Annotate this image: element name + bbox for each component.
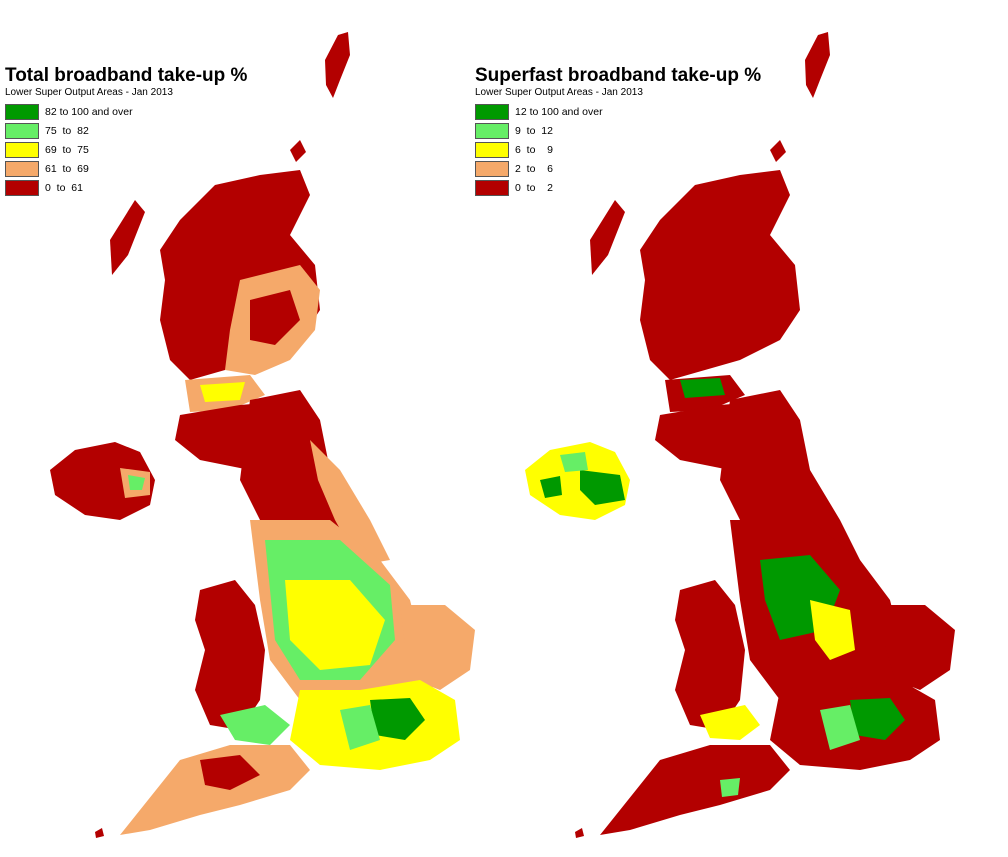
shetland-islands bbox=[325, 32, 350, 98]
south-west bbox=[600, 745, 790, 835]
superfast-broadband-uk-map bbox=[525, 32, 955, 838]
total-broadband-subtitle: Lower Super Output Areas - Jan 2013 bbox=[5, 87, 173, 98]
legend-label: 69 to 75 bbox=[45, 143, 89, 156]
legend-swatch bbox=[5, 103, 39, 120]
south-west-green bbox=[720, 778, 740, 797]
legend-item: 6 to 9 bbox=[475, 140, 761, 159]
legend-swatch bbox=[5, 141, 39, 158]
south-east-green bbox=[820, 705, 860, 750]
ni-green bbox=[580, 470, 625, 505]
scotland-east-red bbox=[250, 290, 300, 345]
total-broadband-legend: Total broadband take-up % Lower Super Ou… bbox=[5, 65, 247, 197]
legend-item: 2 to 6 bbox=[475, 159, 761, 178]
legend-swatch bbox=[475, 179, 509, 196]
london bbox=[370, 698, 425, 740]
south-east-green bbox=[340, 705, 380, 750]
legend-label: 82 to 100 and over bbox=[45, 105, 133, 118]
south-wales-yellow bbox=[700, 705, 760, 740]
superfast-broadband-map-panel: Superfast broadband take-up % Lower Supe… bbox=[470, 0, 1008, 857]
ne-england-orange bbox=[310, 440, 390, 565]
northern-ireland bbox=[50, 442, 155, 520]
total-broadband-uk-map bbox=[50, 32, 475, 838]
legend-label: 0 to 2 bbox=[515, 181, 553, 194]
legend-swatch bbox=[5, 122, 39, 139]
england-yellow bbox=[285, 580, 385, 670]
legend-label: 9 to 12 bbox=[515, 124, 553, 137]
wales bbox=[675, 580, 745, 730]
legend-label: 61 to 69 bbox=[45, 162, 89, 175]
orkney-islands bbox=[770, 140, 786, 162]
legend-swatch bbox=[475, 103, 509, 120]
south-west bbox=[120, 745, 310, 835]
wales bbox=[195, 580, 265, 730]
legend-swatch bbox=[5, 160, 39, 177]
legend-label: 12 to 100 and over bbox=[515, 105, 603, 118]
scotland bbox=[640, 170, 800, 380]
legend-item: 75 to 82 bbox=[5, 121, 247, 140]
legend-label: 6 to 9 bbox=[515, 143, 553, 156]
legend-item: 9 to 12 bbox=[475, 121, 761, 140]
western-isles bbox=[590, 200, 625, 275]
legend-item: 82 to 100 and over bbox=[5, 102, 247, 121]
london bbox=[850, 698, 905, 740]
legend-swatch bbox=[475, 122, 509, 139]
south-west-red bbox=[200, 755, 260, 790]
central-belt-yellow bbox=[200, 382, 245, 402]
superfast-broadband-legend: Superfast broadband take-up % Lower Supe… bbox=[475, 65, 761, 197]
ni-belfast-green bbox=[128, 475, 145, 490]
ni-light bbox=[560, 452, 588, 472]
superfast-broadband-subtitle: Lower Super Output Areas - Jan 2013 bbox=[475, 87, 643, 98]
total-broadband-map-panel: Total broadband take-up % Lower Super Ou… bbox=[5, 32, 475, 838]
orkney-islands bbox=[290, 140, 306, 162]
scilly bbox=[575, 828, 584, 838]
legend-swatch bbox=[5, 179, 39, 196]
legend-label: 0 to 61 bbox=[45, 181, 83, 194]
shetland-islands bbox=[805, 32, 830, 98]
south-wales bbox=[220, 705, 290, 745]
legend-item: 61 to 69 bbox=[5, 159, 247, 178]
legend-item: 0 to 2 bbox=[475, 178, 761, 197]
central-belt-green bbox=[680, 378, 725, 398]
legend-label: 2 to 6 bbox=[515, 162, 553, 175]
ni-green-west bbox=[540, 476, 562, 498]
northern-england bbox=[720, 390, 860, 560]
total-broadband-title: Total broadband take-up % bbox=[5, 65, 248, 86]
legend-item: 12 to 100 and over bbox=[475, 102, 761, 121]
legend-swatch bbox=[475, 160, 509, 177]
western-isles bbox=[110, 200, 145, 275]
east-anglia bbox=[400, 605, 475, 690]
superfast-broadband-title: Superfast broadband take-up % bbox=[475, 65, 762, 86]
legend-label: 75 to 82 bbox=[45, 124, 89, 137]
legend-item: 0 to 61 bbox=[5, 178, 247, 197]
scilly bbox=[95, 828, 104, 838]
legend-swatch bbox=[475, 141, 509, 158]
legend-item: 69 to 75 bbox=[5, 140, 247, 159]
east-anglia bbox=[880, 605, 955, 690]
midlands-yellow bbox=[810, 600, 855, 660]
